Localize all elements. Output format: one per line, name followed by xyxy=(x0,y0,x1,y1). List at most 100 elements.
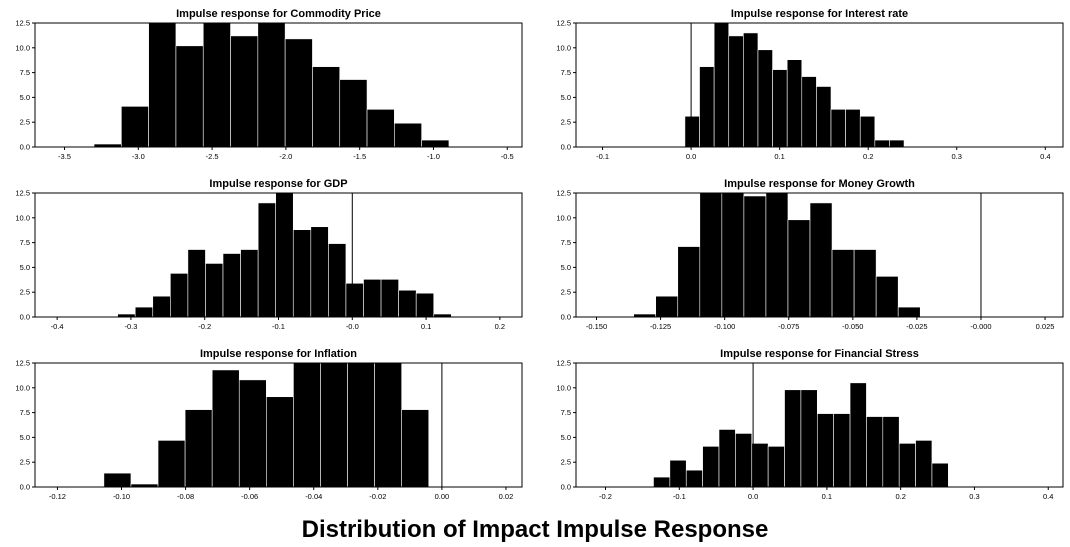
panel-1: Impulse response for Commodity Price -3.5… xyxy=(15,8,523,161)
histogram-bar xyxy=(222,253,241,318)
x-tick-label: 0.2 xyxy=(863,152,873,161)
histogram-bar xyxy=(345,282,364,318)
y-tick-label: 7.5 xyxy=(561,408,571,417)
panel-4: Impulse response for Money Growth -0.150 -… xyxy=(556,178,1064,331)
histogram-bar xyxy=(257,202,276,318)
x-tick-label: -0.025 xyxy=(906,322,927,331)
histogram-bar xyxy=(320,362,348,488)
panel-title: Impulse response for GDP xyxy=(209,178,347,190)
histogram-bar xyxy=(266,396,294,488)
x-tick-label: -0.12 xyxy=(49,492,66,501)
y-tick-label: 0.0 xyxy=(20,313,30,322)
y-tick-label: 12.5 xyxy=(556,359,571,368)
histogram-bar xyxy=(800,389,818,488)
histogram-bar xyxy=(787,219,811,318)
histogram-bar xyxy=(889,139,905,148)
y-tick-label: 10.0 xyxy=(15,213,30,222)
histogram-bar xyxy=(677,246,701,318)
histogram-bar xyxy=(866,416,884,488)
histogram-bar xyxy=(882,416,900,488)
histogram-bar xyxy=(809,202,833,318)
histogram-bar xyxy=(401,409,430,488)
histogram-bar xyxy=(767,446,785,488)
x-tick-label: -0.075 xyxy=(778,322,799,331)
x-tick-label: 0.4 xyxy=(1040,152,1050,161)
plot-frame xyxy=(575,362,1064,488)
histogram-bar xyxy=(718,429,736,488)
x-tick-label: -0.100 xyxy=(714,322,735,331)
y-tick-label: 0.0 xyxy=(20,483,30,492)
histogram-bar xyxy=(211,369,240,488)
histogram-bar xyxy=(702,446,720,488)
histogram-bar xyxy=(374,362,402,488)
y-tick-label: 5.0 xyxy=(20,93,30,102)
histogram-bar xyxy=(240,249,259,318)
histogram-bar xyxy=(772,69,788,148)
y-tick-label: 2.5 xyxy=(561,288,571,297)
x-tick-label: 0.02 xyxy=(499,492,514,501)
histogram-bar xyxy=(134,306,154,318)
histogram-bar xyxy=(312,66,341,148)
y-tick-label: 2.5 xyxy=(20,118,30,127)
histogram-bar xyxy=(898,443,916,488)
histogram-bar xyxy=(103,472,132,488)
histogram-bar xyxy=(713,22,730,148)
plot-frame xyxy=(575,192,1064,318)
histogram-bar xyxy=(743,32,759,148)
x-tick-label: 0.0 xyxy=(748,492,758,501)
y-tick-label: 2.5 xyxy=(561,118,571,127)
histogram-bar xyxy=(801,76,817,148)
y-tick-label: 10.0 xyxy=(15,383,30,392)
panel-6: Impulse response for Financial Stress -0.… xyxy=(556,348,1064,501)
y-tick-label: 10.0 xyxy=(15,43,30,52)
histogram-bar xyxy=(931,462,949,488)
histogram-bar xyxy=(765,192,789,318)
plot-frame xyxy=(34,362,523,488)
histogram-bar xyxy=(784,389,802,488)
x-tick-label: 0.1 xyxy=(421,322,431,331)
y-tick-label: 5.0 xyxy=(20,433,30,442)
panel-5: Impulse response for Inflation -0.12 -0.10… xyxy=(15,348,523,501)
x-tick-label: 0.1 xyxy=(774,152,784,161)
x-tick-label: -0.2 xyxy=(198,322,211,331)
histogram-bar xyxy=(653,476,671,488)
y-tick-label: 10.0 xyxy=(556,213,571,222)
y-tick-label: 0.0 xyxy=(561,143,571,152)
histogram-bar xyxy=(833,413,851,488)
histogram-bar xyxy=(421,139,450,148)
histogram-bar xyxy=(347,362,375,488)
x-tick-label: -1.0 xyxy=(427,152,440,161)
histogram-bar xyxy=(121,106,149,148)
histogram-bar xyxy=(363,279,382,318)
histogram-bar xyxy=(757,49,773,148)
histogram-bar xyxy=(205,263,224,318)
panel-2: Impulse response for Interest rate -0.1 0.… xyxy=(556,8,1064,161)
histogram-bar xyxy=(152,295,171,318)
histogram-bar xyxy=(655,295,679,318)
histogram-bar xyxy=(175,45,204,148)
x-tick-label: 0.2 xyxy=(895,492,905,501)
histogram-bar xyxy=(184,409,213,488)
x-tick-label: -0.0 xyxy=(346,322,359,331)
y-tick-label: 7.5 xyxy=(20,408,30,417)
histogram-bar xyxy=(897,306,921,318)
x-tick-label: -0.10 xyxy=(113,492,130,501)
y-tick-label: 7.5 xyxy=(561,238,571,247)
histogram-bar xyxy=(284,38,313,148)
x-tick-label: -0.4 xyxy=(51,322,64,331)
x-tick-label: -0.050 xyxy=(842,322,863,331)
x-tick-label: -0.1 xyxy=(673,492,686,501)
x-tick-label: -0.5 xyxy=(501,152,514,161)
histogram-bar xyxy=(202,22,231,148)
y-tick-label: 5.0 xyxy=(561,93,571,102)
panel-title: Impulse response for Financial Stress xyxy=(720,348,919,360)
histogram-bar xyxy=(310,226,329,318)
histogram-bar xyxy=(187,249,206,318)
histogram-bar xyxy=(699,192,723,318)
x-tick-label: -3.0 xyxy=(132,152,145,161)
x-tick-label: -0.06 xyxy=(241,492,258,501)
x-tick-label: -2.0 xyxy=(279,152,292,161)
histogram-bar xyxy=(230,35,259,148)
y-tick-label: 2.5 xyxy=(561,458,571,467)
